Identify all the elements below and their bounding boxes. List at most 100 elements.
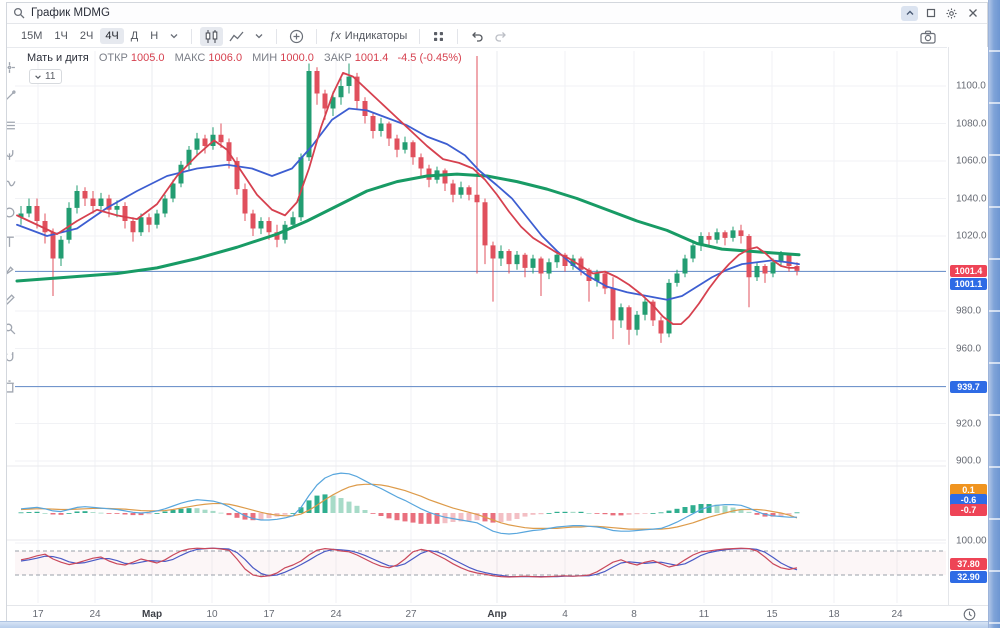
close-button[interactable] <box>964 6 981 21</box>
chart-plot-area[interactable] <box>7 47 948 605</box>
price-axis[interactable]: 1100.0 1080.0 1060.0 1040.0 1020.0 980.0 960.0… <box>948 47 988 605</box>
candlestick-style-button[interactable] <box>200 26 224 46</box>
fx-icon: ƒx <box>329 30 341 42</box>
redo-arrow-icon <box>495 32 507 42</box>
text-tool-icon[interactable] <box>7 235 17 249</box>
timeframe-15М[interactable]: 15М <box>21 30 43 42</box>
price-badge-939.7: 939.7 <box>950 380 987 393</box>
timeframe-Д[interactable]: Д <box>130 30 139 42</box>
indicators-label: Индикаторы <box>344 30 408 42</box>
candlestick-icon <box>205 29 218 43</box>
open-value: 1005.0 <box>130 52 165 64</box>
indicator-collapse-chip[interactable]: 11 <box>29 69 63 84</box>
gear-icon <box>946 7 957 19</box>
redo-button[interactable] <box>490 28 512 44</box>
trend-line-tool-icon[interactable] <box>7 90 17 104</box>
time-tick-label: 18 <box>828 609 840 620</box>
time-tick-label: Апр <box>487 609 507 620</box>
timeframe-2Ч[interactable]: 2Ч <box>79 30 94 42</box>
time-tick-label: 27 <box>405 609 417 620</box>
price-badge-32.90: 32.90 <box>950 571 987 583</box>
shapes-tool-icon[interactable] <box>7 206 17 220</box>
line-style-button[interactable] <box>225 27 248 46</box>
time-tick-label: Мар <box>141 609 163 620</box>
price-tick-label: 1080.0 <box>956 118 987 129</box>
price-badge-1001.1: 1001.1 <box>950 278 987 290</box>
timeframe-1Ч[interactable]: 1Ч <box>54 30 68 42</box>
chart-window: График MDMG 15М 1Ч 2Ч 4Ч Д Н <box>6 2 988 622</box>
time-tick-label: 24 <box>89 609 101 620</box>
chevron-down-icon <box>35 74 41 79</box>
low-value: 1000.0 <box>280 52 314 64</box>
collapse-button[interactable] <box>901 5 918 21</box>
vertical-scrollbar[interactable] <box>988 0 1000 628</box>
price-tick-label: 1060.0 <box>956 155 987 167</box>
wave-tool-icon[interactable] <box>7 177 17 191</box>
delete-tool-icon[interactable] <box>7 380 17 394</box>
style-dropdown[interactable] <box>250 29 268 43</box>
plus-circle-icon <box>290 29 304 43</box>
layout-button[interactable] <box>428 28 449 45</box>
timeframe-dropdown[interactable] <box>165 29 183 43</box>
drawing-toolbar <box>7 57 17 602</box>
indicator-count: 11 <box>45 71 56 82</box>
timeframe-Н[interactable]: Н <box>150 30 159 42</box>
maximize-button[interactable] <box>922 6 939 21</box>
chart-toolbar: 15М 1Ч 2Ч 4Ч Д Н <box>7 25 947 48</box>
price-tick-label: 960.0 <box>956 343 982 354</box>
time-axis[interactable]: 17 24 Мар 10 17 24 27 Апр 4 8 11 15 18 24 <box>7 605 988 622</box>
high-label: МАКС <box>174 52 206 64</box>
price-badge--0.6: -0.6 <box>950 494 987 506</box>
close-icon <box>968 9 977 17</box>
time-tick-label: 15 <box>766 609 778 620</box>
close-label: ЗАКР <box>323 52 352 64</box>
chevron-up-icon <box>906 10 913 15</box>
change-value: -4.5 (-0.45%) <box>397 52 462 64</box>
timeframe-4Ч[interactable]: 4Ч <box>100 28 124 44</box>
price-badge--0.7: -0.7 <box>950 504 987 516</box>
time-tick-label: 4 <box>562 609 568 620</box>
search-icon[interactable] <box>13 7 25 19</box>
price-badge-0.1: 0.1 <box>950 484 987 496</box>
brush-tool-icon[interactable] <box>7 264 17 278</box>
time-tick-label: 24 <box>891 609 903 620</box>
pitchfork-tool-icon[interactable] <box>7 148 17 162</box>
time-tick-label: 17 <box>263 609 275 620</box>
timezone-clock-icon[interactable] <box>963 608 976 621</box>
close-value: 1001.4 <box>354 52 389 64</box>
settings-button[interactable] <box>943 6 960 21</box>
chevron-down-icon <box>170 34 178 39</box>
snapshot-button[interactable] <box>916 28 940 46</box>
compare-button[interactable] <box>285 27 308 46</box>
time-tick-label: 24 <box>330 609 342 620</box>
fibonacci-tool-icon[interactable] <box>7 119 17 133</box>
undo-arrow-icon <box>472 32 483 42</box>
price-tick-label: 920.0 <box>956 418 982 429</box>
line-chart-icon <box>229 31 244 41</box>
ohlc-legend: Мать и дитя ОТКР 1005.0 МАКС 1006.0 МИН … <box>27 52 462 64</box>
price-tick-label: 1040.0 <box>956 193 987 204</box>
price-tick-label: 980.0 <box>956 305 982 317</box>
chevron-down-icon <box>255 34 263 39</box>
crosshair-tool-icon[interactable] <box>7 61 17 75</box>
time-tick-label: 10 <box>206 609 218 620</box>
timeframe-group: 15М 1Ч 2Ч 4Ч Д Н <box>15 28 164 44</box>
low-label: МИН <box>252 52 278 64</box>
time-tick-label: 11 <box>698 609 710 620</box>
open-label: ОТКР <box>98 52 128 64</box>
magnet-tool-icon[interactable] <box>7 351 17 365</box>
high-value: 1006.0 <box>208 52 243 64</box>
ruler-tool-icon[interactable] <box>7 293 17 307</box>
horizontal-scrollbar[interactable] <box>0 621 988 628</box>
zoom-tool-icon[interactable] <box>7 322 17 336</box>
indicator-scale-label: 100.00 <box>956 535 987 547</box>
maximize-icon <box>926 8 935 18</box>
price-tick-label: 1020.0 <box>956 230 987 242</box>
price-badge-37.80: 37.80 <box>950 558 987 570</box>
symbol-name[interactable]: Мать и дитя <box>27 52 89 64</box>
price-tick-label: 900.0 <box>956 455 982 467</box>
indicators-button[interactable]: ƒx Индикаторы <box>325 28 411 44</box>
price-badge-1001.4: 1001.4 <box>950 264 987 277</box>
undo-button[interactable] <box>466 28 488 44</box>
